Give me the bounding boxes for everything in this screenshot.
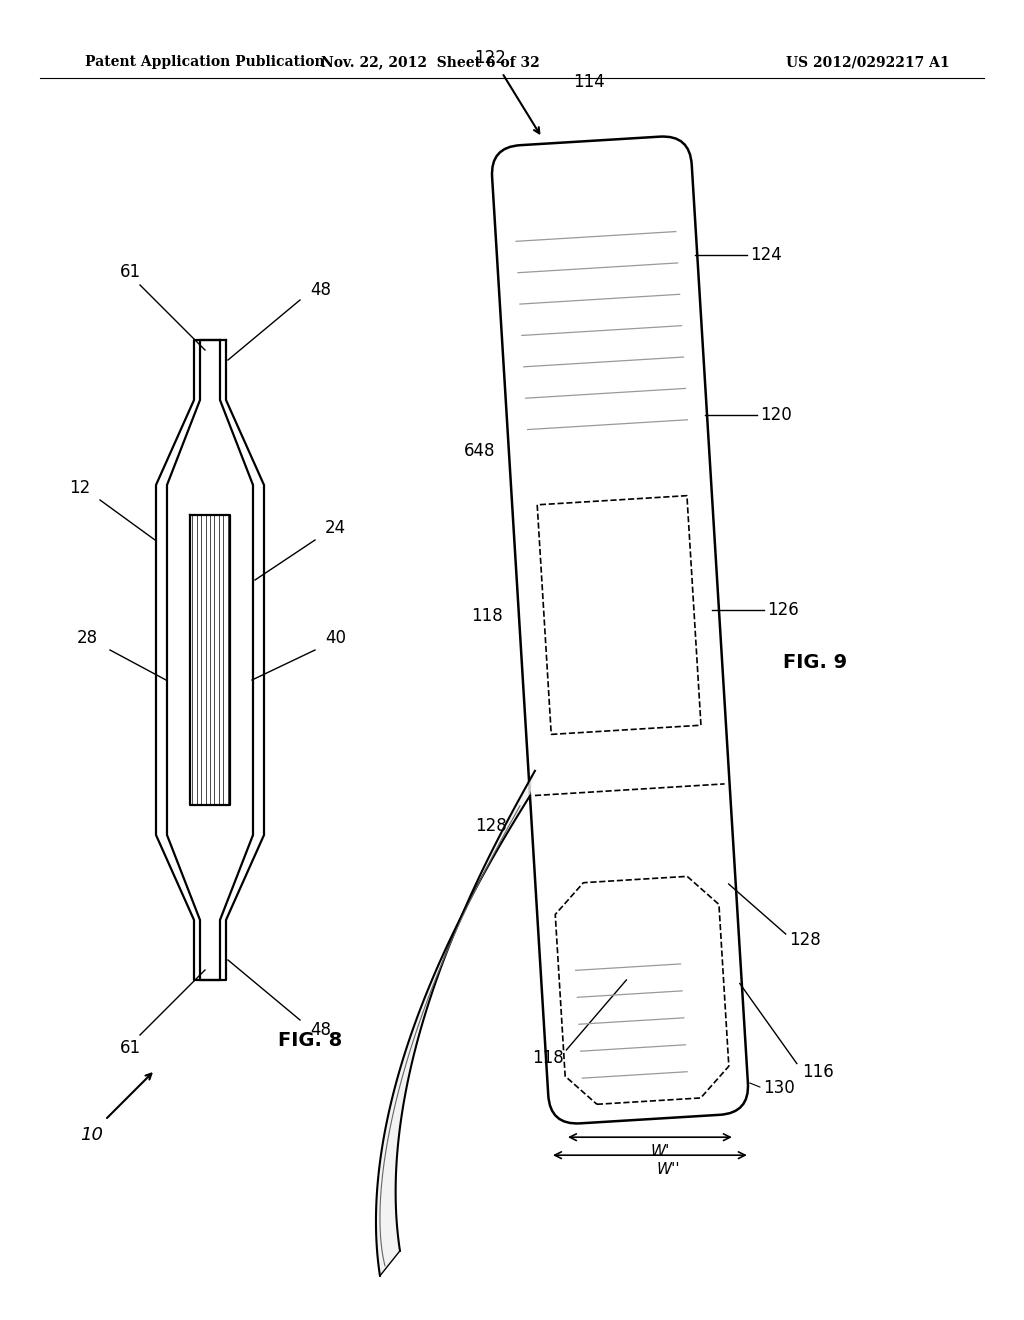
Text: FIG. 9: FIG. 9: [782, 653, 847, 672]
Text: 48: 48: [310, 1020, 331, 1039]
Text: FIG. 8: FIG. 8: [278, 1031, 342, 1049]
Text: 12: 12: [69, 479, 90, 498]
Text: 128: 128: [788, 931, 820, 949]
Text: 128: 128: [475, 817, 507, 834]
Text: 24: 24: [325, 519, 346, 537]
Text: 10: 10: [81, 1126, 103, 1144]
Text: 120: 120: [760, 405, 792, 424]
Text: 114: 114: [573, 73, 605, 91]
Text: 40: 40: [325, 630, 346, 647]
Polygon shape: [376, 771, 535, 1276]
Text: 118: 118: [531, 1049, 563, 1067]
Text: 124: 124: [751, 246, 782, 264]
Text: Nov. 22, 2012  Sheet 6 of 32: Nov. 22, 2012 Sheet 6 of 32: [321, 55, 540, 69]
Text: W'': W'': [656, 1162, 680, 1176]
Text: 61: 61: [120, 1039, 140, 1057]
Text: US 2012/0292217 A1: US 2012/0292217 A1: [786, 55, 950, 69]
Text: 28: 28: [77, 630, 98, 647]
Text: 130: 130: [763, 1078, 795, 1097]
Text: 118: 118: [471, 606, 503, 624]
Text: W': W': [650, 1143, 670, 1159]
Text: Patent Application Publication: Patent Application Publication: [85, 55, 325, 69]
Text: 116: 116: [802, 1063, 834, 1081]
Text: 48: 48: [310, 281, 331, 300]
Text: 648: 648: [464, 442, 496, 461]
Text: 61: 61: [120, 263, 140, 281]
FancyBboxPatch shape: [492, 136, 748, 1123]
Text: 122: 122: [474, 49, 506, 67]
Text: 126: 126: [767, 601, 799, 619]
